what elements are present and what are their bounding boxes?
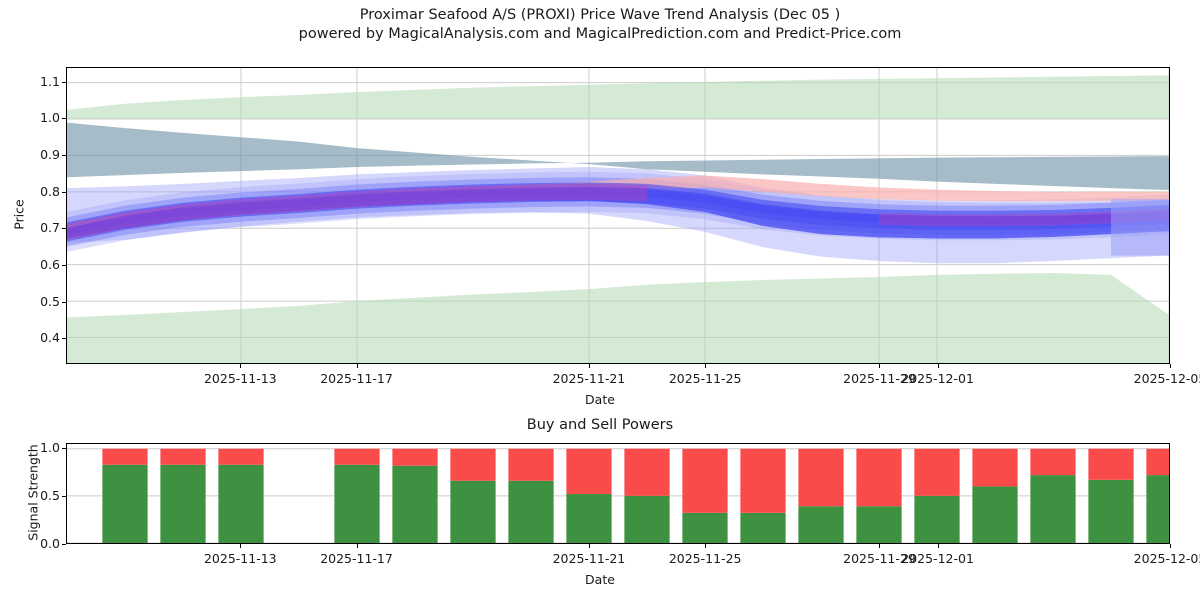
x-tick-label: 2025-11-13 xyxy=(203,551,277,566)
y-tick-mark xyxy=(62,118,66,120)
y-tick-label: 0.0 xyxy=(40,536,60,551)
price-x-axis-label: Date xyxy=(585,392,615,407)
page-title-block: Proximar Seafood A/S (PROXI) Price Wave … xyxy=(0,6,1200,44)
y-tick-label: 1.1 xyxy=(40,73,60,89)
x-tick-label: 2025-12-05 xyxy=(1133,371,1200,386)
x-tick-mark xyxy=(937,364,939,368)
x-tick-mark xyxy=(356,544,358,548)
x-tick-label: 2025-11-21 xyxy=(552,371,626,386)
y-tick-label: 0.6 xyxy=(40,257,60,272)
y-tick-mark xyxy=(62,155,66,156)
buy-sell-svg xyxy=(67,444,1169,543)
x-tick-mark xyxy=(937,544,939,548)
x-tick-mark xyxy=(879,544,881,548)
y-tick-mark xyxy=(62,228,66,230)
x-tick-mark xyxy=(1170,364,1171,368)
x-tick-mark xyxy=(705,364,707,368)
x-tick-label: 2025-11-25 xyxy=(668,371,742,386)
y-tick-mark xyxy=(62,495,66,497)
x-tick-label: 2025-12-01 xyxy=(901,551,974,566)
y-tick-mark xyxy=(62,265,66,266)
price-wave-svg xyxy=(67,68,1169,363)
y-tick-label: 0.7 xyxy=(40,220,60,236)
y-tick-mark xyxy=(62,191,66,193)
price-wave-plot xyxy=(66,67,1170,364)
y-tick-mark xyxy=(62,447,66,449)
buy-sell-plot xyxy=(66,443,1170,544)
x-tick-label: 2025-12-01 xyxy=(901,371,974,386)
x-tick-label: 2025-11-13 xyxy=(203,371,277,386)
y-tick-label: 0.5 xyxy=(40,487,60,503)
x-tick-mark xyxy=(240,364,242,368)
x-tick-mark xyxy=(705,544,707,548)
x-tick-label: 2025-11-29 xyxy=(843,371,916,386)
x-tick-mark xyxy=(240,544,242,548)
y-tick-label: 0.9 xyxy=(40,147,60,162)
x-tick-label: 2025-11-29 xyxy=(843,551,916,566)
y-tick-label: 0.5 xyxy=(40,293,60,309)
y-tick-label: 1.0 xyxy=(40,439,60,455)
x-tick-mark xyxy=(588,544,590,548)
y-tick-mark xyxy=(62,338,66,340)
x-tick-mark xyxy=(356,364,358,368)
x-tick-label: 2025-11-25 xyxy=(668,551,742,566)
y-tick-label: 0.8 xyxy=(40,183,60,199)
y-tick-mark xyxy=(62,81,66,83)
page-title: Proximar Seafood A/S (PROXI) Price Wave … xyxy=(359,7,841,23)
buy-sell-x-axis-label: Date xyxy=(585,572,615,587)
y-tick-mark xyxy=(62,301,66,303)
x-tick-label: 2025-11-17 xyxy=(320,551,393,566)
page-subtitle: powered by MagicalAnalysis.com and Magic… xyxy=(298,26,902,42)
x-tick-mark xyxy=(879,364,881,368)
x-tick-mark xyxy=(588,364,590,368)
x-tick-mark xyxy=(1170,544,1171,548)
x-tick-label: 2025-11-21 xyxy=(552,551,626,566)
x-tick-label: 2025-12-05 xyxy=(1133,551,1200,566)
buy-sell-title: Buy and Sell Powers xyxy=(526,417,674,433)
x-tick-label: 2025-11-17 xyxy=(320,371,393,386)
y-tick-mark xyxy=(62,544,66,545)
y-tick-label: 0.4 xyxy=(40,330,60,346)
y-tick-label: 1.0 xyxy=(40,110,60,126)
